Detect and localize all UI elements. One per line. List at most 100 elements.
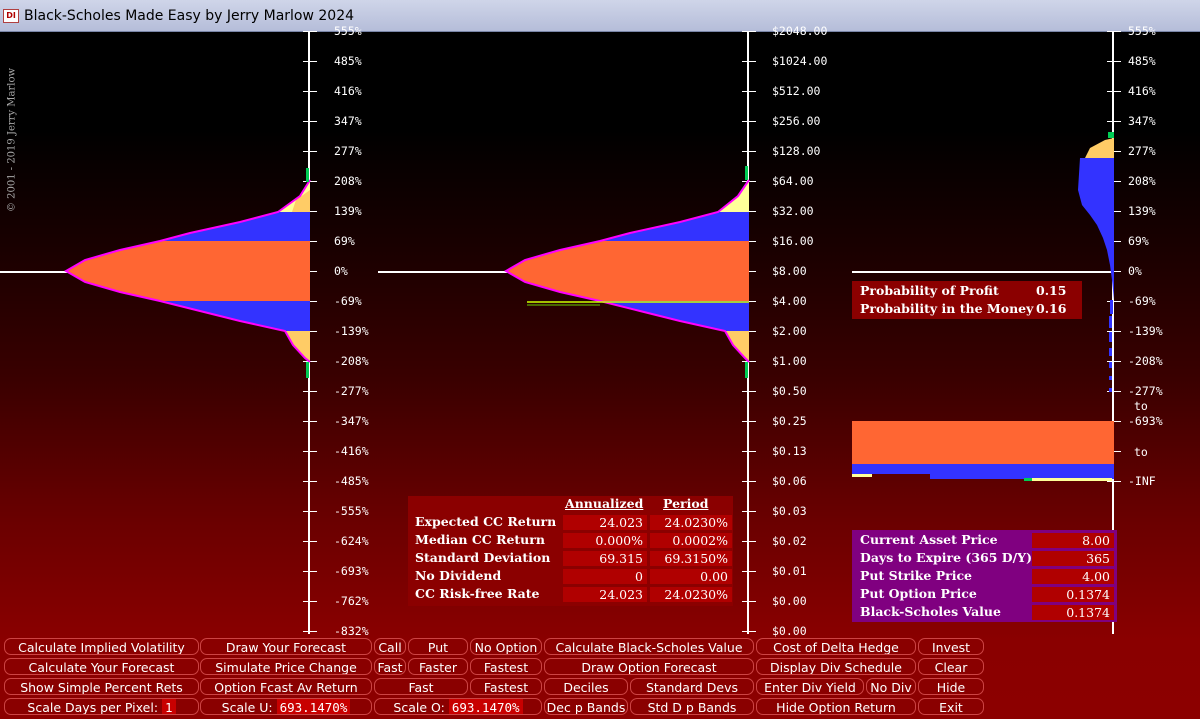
middle-blue-upper xyxy=(600,212,749,241)
middle-orange-lower xyxy=(725,331,749,362)
axis_percent-tick xyxy=(303,91,317,92)
option-fcast-av-return-button[interactable]: Option Fcast Av Return xyxy=(200,678,372,695)
stats-row-annualized: 0 xyxy=(563,569,647,584)
stats-row-period: 69.3150% xyxy=(650,551,732,566)
faster-button[interactable]: Faster xyxy=(408,658,468,675)
axis_price-tick-label: $128.00 xyxy=(772,144,821,158)
axis_price-tick-label: $4.00 xyxy=(772,294,807,308)
exit-button[interactable]: Exit xyxy=(918,698,984,715)
no-div-button[interactable]: No Div xyxy=(866,678,916,695)
enter-div-yield-button[interactable]: Enter Div Yield xyxy=(756,678,864,695)
fastest-button[interactable]: Fastest xyxy=(470,658,542,675)
middle-tail-top xyxy=(745,166,748,180)
scale-o-field[interactable]: Scale O: 693.1470% xyxy=(374,698,542,715)
draw-your-forecast-button[interactable]: Draw Your Forecast xyxy=(200,638,372,655)
right-distribution xyxy=(852,132,1114,481)
axis_right-tick xyxy=(1107,31,1121,32)
right-green-top xyxy=(1108,132,1114,138)
axis_price-tick-label: $0.13 xyxy=(772,444,807,458)
calculate-your-forecast-button[interactable]: Calculate Your Forecast xyxy=(4,658,199,675)
fast-button[interactable]: Fast xyxy=(374,658,406,675)
calculate-black-scholes-button[interactable]: Calculate Black-Scholes Value xyxy=(544,638,754,655)
show-simple-percent-rets-button[interactable]: Show Simple Percent Rets xyxy=(4,678,199,695)
axis_percent-tick xyxy=(303,571,317,572)
calculate-implied-volatility-button[interactable]: Calculate Implied Volatility xyxy=(4,638,199,655)
axis_percent-tick-label: -693% xyxy=(334,564,369,578)
axis_price-tick xyxy=(742,421,756,422)
dec-p-bands-button[interactable]: Dec p Bands xyxy=(544,698,628,715)
stats-row-annualized: 24.023 xyxy=(563,515,647,530)
axis_right-tick-label: 347% xyxy=(1128,114,1156,128)
axis_percent-tick xyxy=(303,151,317,152)
probability-money-label: Probability in the Money xyxy=(860,301,1034,316)
axis_price-tick-label: $0.02 xyxy=(772,534,807,548)
axis_percent-tick-label: -139% xyxy=(334,324,369,338)
stats-row-period: 24.0230% xyxy=(650,515,732,530)
stats-row-period: 0.0002% xyxy=(650,533,732,548)
display-div-schedule-button[interactable]: Display Div Schedule xyxy=(756,658,916,675)
axis_right-tick-label: -INF xyxy=(1128,474,1156,488)
axis_price-tick xyxy=(742,391,756,392)
std-d-p-bands-button[interactable]: Std D p Bands xyxy=(630,698,754,715)
axis_percent-tick-label: 416% xyxy=(334,84,362,98)
stats-row-label: Standard Deviation xyxy=(415,550,551,565)
axis_right-tick xyxy=(1107,361,1121,362)
scale-days-field[interactable]: Scale Days per Pixel: 1 xyxy=(4,698,199,715)
call-button[interactable]: Call xyxy=(374,638,406,655)
axis_price-tick xyxy=(742,541,756,542)
deciles-button[interactable]: Deciles xyxy=(544,678,628,695)
axis_right-tick-label: 69% xyxy=(1128,234,1149,248)
standard-devs-button[interactable]: Standard Devs xyxy=(630,678,754,695)
axis_percent-tick xyxy=(303,481,317,482)
probability-panel xyxy=(852,281,1082,319)
axis_price-tick-label: $0.25 xyxy=(772,414,807,428)
left-curve-outline xyxy=(64,179,311,363)
axis_price-tick-label: $2048.00 xyxy=(772,24,828,38)
option-row-value: 4.00 xyxy=(1032,569,1114,584)
left-blue-upper xyxy=(160,212,310,241)
axis_price-tick-label: $64.00 xyxy=(772,174,814,188)
probability-profit-label: Probability of Profit xyxy=(860,283,999,298)
simulate-price-change-button[interactable]: Simulate Price Change xyxy=(200,658,372,675)
hide-option-return-button[interactable]: Hide Option Return xyxy=(756,698,916,715)
draw-option-forecast-button[interactable]: Draw Option Forecast xyxy=(544,658,754,675)
scale-days-field-value[interactable]: 1 xyxy=(162,699,176,714)
stats-header-period: Period xyxy=(663,496,709,511)
scale-u-field-value[interactable]: 693.1470% xyxy=(276,699,351,714)
left-distribution xyxy=(64,168,311,378)
cost-of-delta-hedge-button[interactable]: Cost of Delta Hedge xyxy=(756,638,916,655)
axis_percent-tick-label: -69% xyxy=(334,294,362,308)
scale-u-field[interactable]: Scale U: 693.1470% xyxy=(200,698,372,715)
axis_right-tick-label: 0% xyxy=(1128,264,1142,278)
option-row-label: Put Strike Price xyxy=(860,568,973,583)
stats-row-annualized: 24.023 xyxy=(563,587,647,602)
axis_percent-tick-label: -208% xyxy=(334,354,369,368)
axis_percent-tick-label: -624% xyxy=(334,534,369,548)
axis_right-tick-label: 277% xyxy=(1128,144,1156,158)
fastest-speed-button[interactable]: Fastest xyxy=(470,678,542,695)
invest-button[interactable]: Invest xyxy=(918,638,984,655)
option-row-label: Put Option Price xyxy=(860,586,977,601)
axis_percent-tick xyxy=(303,121,317,122)
axis_price-tick xyxy=(742,31,756,32)
put-button[interactable]: Put xyxy=(408,638,468,655)
axis_right-tick-label: 416% xyxy=(1128,84,1156,98)
clear-button[interactable]: Clear xyxy=(918,658,984,675)
axis_price-tick-label: $0.50 xyxy=(772,384,807,398)
no-option-button[interactable]: No Option xyxy=(470,638,542,655)
left-orange-upper xyxy=(292,190,310,212)
app-icon[interactable]: DI xyxy=(3,9,19,23)
left-orange-lower xyxy=(285,331,310,362)
axis_right-tick-label: 485% xyxy=(1128,54,1156,68)
axis_price-tick-label: $256.00 xyxy=(772,114,821,128)
fast-speed-button[interactable]: Fast xyxy=(374,678,468,695)
scale-o-field-value[interactable]: 693.1470% xyxy=(448,699,523,714)
axis_percent-tick xyxy=(303,31,317,32)
right-orange-block xyxy=(852,421,1114,464)
hide-button[interactable]: Hide xyxy=(918,678,984,695)
axis_percent-tick-label: 555% xyxy=(334,24,362,38)
axis_price-tick-label: $16.00 xyxy=(772,234,814,248)
distribution-plots xyxy=(64,132,1114,481)
stats-row-label: Expected CC Return xyxy=(415,514,557,529)
option-row-value: 0.1374 xyxy=(1032,605,1114,620)
